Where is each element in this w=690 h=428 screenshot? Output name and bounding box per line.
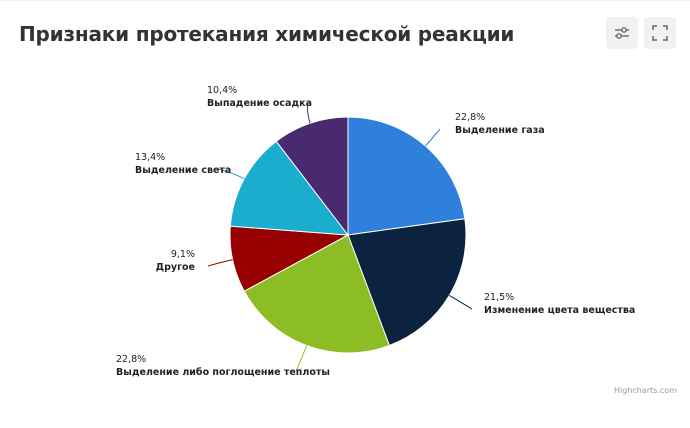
slice-value-label: 10,4% bbox=[207, 85, 237, 96]
slice-name-label: Выделение газа bbox=[455, 125, 545, 136]
slice-connector bbox=[449, 295, 472, 309]
pie-slice[interactable] bbox=[348, 117, 465, 235]
slice-value-label: 9,1% bbox=[171, 249, 195, 260]
slice-value-label: 22,8% bbox=[116, 354, 146, 365]
slice-value-label: 22,8% bbox=[455, 112, 485, 123]
slice-name-label: Выделение либо поглощение теплоты bbox=[116, 367, 330, 378]
slice-connector bbox=[426, 129, 441, 146]
chart-credits[interactable]: Highcharts.com bbox=[614, 386, 677, 395]
slice-name-label: Другое bbox=[156, 262, 195, 273]
slice-name-label: Выделение света bbox=[135, 165, 231, 176]
slice-name-label: Выпадение осадка bbox=[207, 98, 312, 109]
slice-value-label: 13,4% bbox=[135, 152, 165, 163]
slice-name-label: Изменение цвета вещества bbox=[484, 305, 635, 316]
slice-value-label: 21,5% bbox=[484, 292, 514, 303]
slice-connector bbox=[208, 260, 233, 266]
